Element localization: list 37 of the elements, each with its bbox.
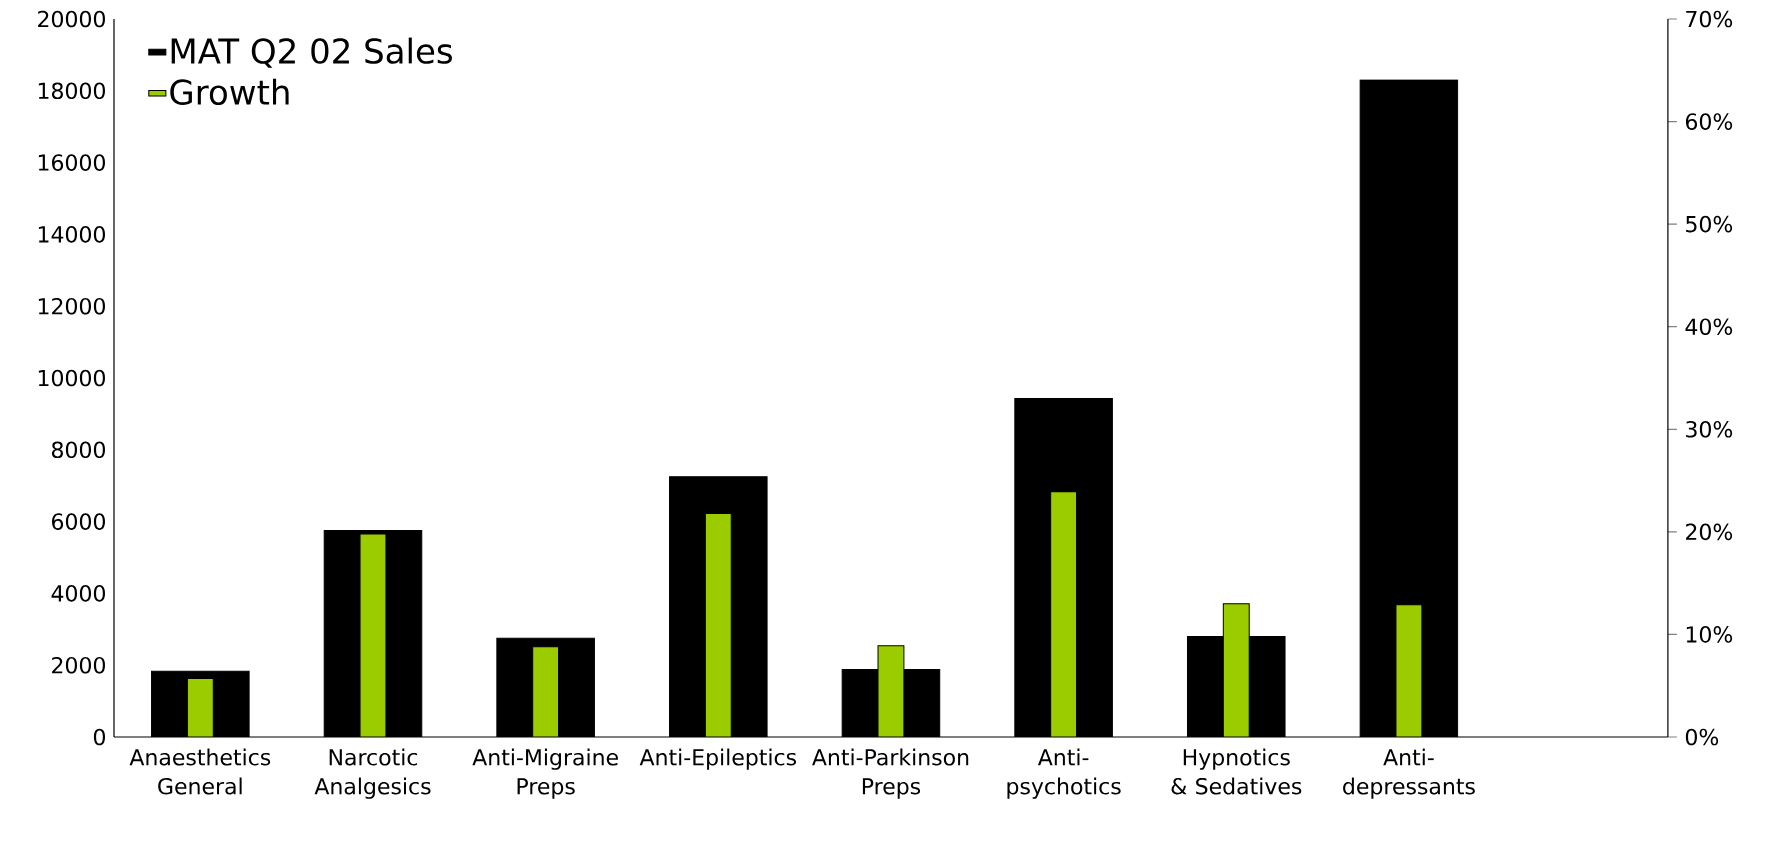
y-tick-label: 0: [93, 728, 105, 746]
legend-label: Growth: [170, 78, 289, 106]
x-tick-label: Anti-depressants: [1343, 748, 1475, 799]
y2-tick-label: 10%: [1686, 626, 1733, 643]
y-tick-label: 14000: [38, 226, 105, 243]
bar: [1223, 603, 1250, 737]
y-tick-label: 10000: [38, 369, 105, 387]
y-tick-label: 20000: [38, 10, 105, 28]
x-tick-label: Anti-Parkinson Preps: [812, 748, 969, 799]
bar: [187, 678, 214, 737]
y-tick-label: 2000: [52, 656, 105, 674]
y2-tick-label: 30%: [1686, 420, 1733, 438]
y-tick-label: 6000: [52, 513, 105, 530]
bar: [1050, 491, 1077, 737]
x-tick-label: Hypnotics & Sedatives: [1171, 748, 1302, 795]
x-tick-label: Narcotic Analgesics: [314, 748, 431, 799]
y2-tick-label: 70%: [1686, 10, 1733, 28]
y2-tick-label: 40%: [1685, 318, 1733, 336]
x-tick-label: Anaesthetics General: [129, 748, 271, 795]
bar: [1395, 604, 1423, 737]
y2-tick-label: 20%: [1686, 523, 1733, 541]
bar: [878, 645, 904, 737]
y-tick-label: 8000: [51, 441, 105, 459]
bar: [360, 533, 386, 737]
y-tick-label: 18000: [38, 82, 105, 100]
y2-tick-label: 0%: [1685, 728, 1719, 746]
x-tick-label: Anti-psychotics: [1007, 748, 1121, 799]
y-tick-label: 12000: [38, 297, 105, 315]
bar: [705, 513, 732, 737]
x-tick-label: Anti-Migraine Preps: [472, 748, 618, 799]
y2-tick-label: 60%: [1685, 113, 1733, 130]
y-tick-label: 16000: [38, 154, 105, 171]
y-tick-label: 4000: [51, 585, 105, 602]
x-tick-label: Anti-Epileptics: [639, 748, 797, 770]
bar: [532, 646, 559, 737]
y2-tick-label: 50%: [1686, 215, 1733, 233]
legend-label: MAT Q2 02 Sales: [171, 37, 452, 68]
